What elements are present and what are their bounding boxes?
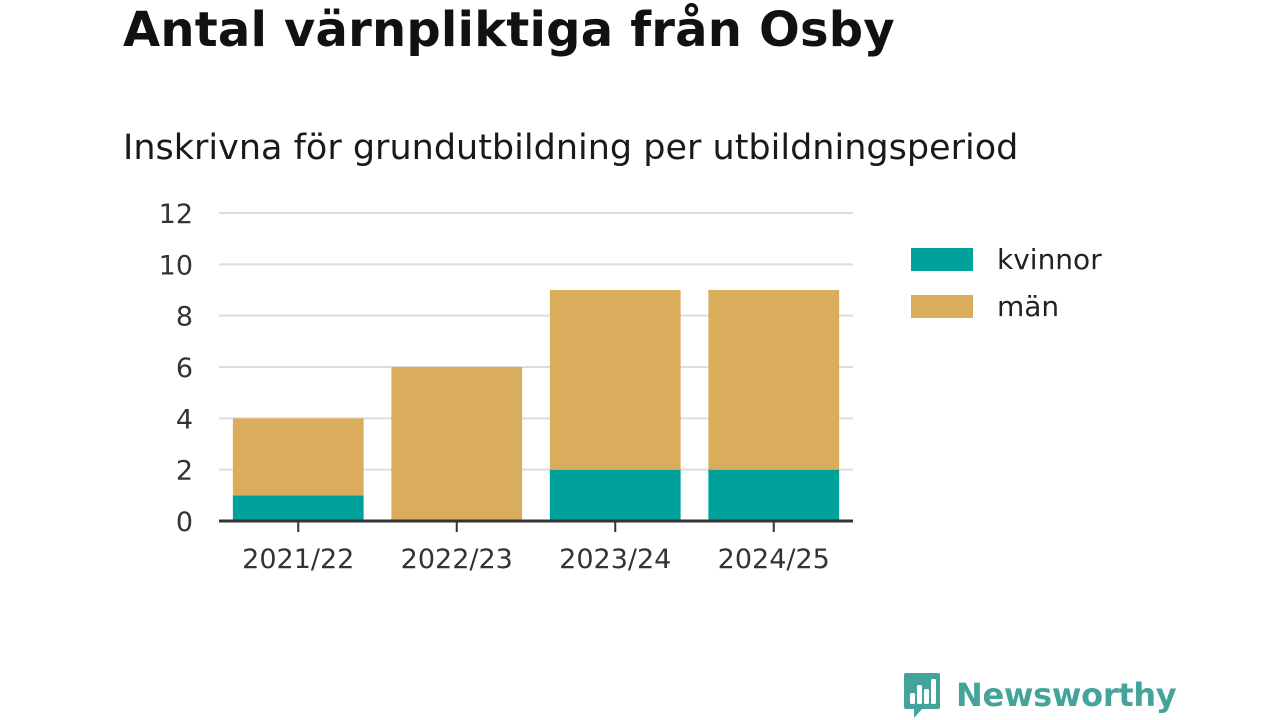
legend-swatch-kvinnor <box>911 248 973 271</box>
x-tick-label: 2021/22 <box>242 544 354 575</box>
newsworthy-icon <box>904 673 940 718</box>
legend: kvinnor män <box>911 243 1102 323</box>
legend-label-män: män <box>997 290 1059 323</box>
y-tick-label: 10 <box>159 250 193 281</box>
chart-title: Antal värnpliktiga från Osby <box>123 2 895 58</box>
y-axis: 0 2 4 6 8 10 12 <box>159 199 193 538</box>
y-tick-label: 6 <box>176 353 193 384</box>
y-tick-label: 0 <box>176 507 193 538</box>
bar-segment-kvinnor <box>549 469 681 521</box>
x-tick-label: 2023/24 <box>559 544 671 575</box>
chart-subtitle: Inskrivna för grundutbildning per utbild… <box>123 128 1019 168</box>
legend-swatch-män <box>911 295 973 318</box>
brand-name: Newsworthy <box>956 676 1177 714</box>
x-axis: 2021/22 2022/23 2023/24 2024/25 <box>219 519 853 575</box>
y-tick-label: 12 <box>159 199 193 230</box>
y-tick-label: 2 <box>176 456 193 487</box>
bar-segment-män <box>391 367 523 521</box>
y-tick-label: 4 <box>176 404 193 435</box>
bar-segment-kvinnor <box>232 495 364 521</box>
brand-logo: Newsworthy <box>902 671 1177 719</box>
bar-segment-män <box>549 290 681 470</box>
y-tick-label: 8 <box>176 302 193 333</box>
bars <box>232 290 840 521</box>
x-tick-label: 2022/23 <box>401 544 513 575</box>
bar-segment-män <box>232 418 364 496</box>
bar-segment-män <box>708 290 840 470</box>
x-tick-label: 2024/25 <box>718 544 830 575</box>
legend-label-kvinnor: kvinnor <box>997 243 1102 276</box>
bar-segment-kvinnor <box>708 469 840 521</box>
